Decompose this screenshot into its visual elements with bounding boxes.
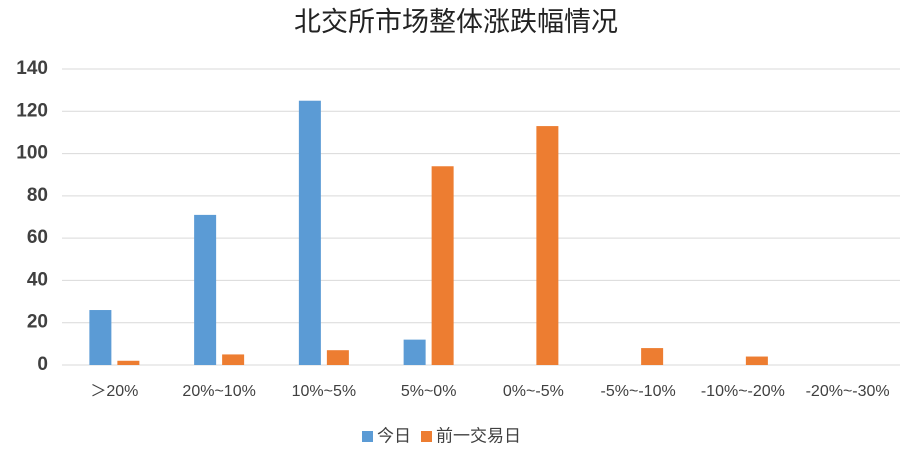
bar <box>536 126 559 365</box>
y-tick-label: 40 <box>27 269 48 290</box>
bar <box>298 100 321 365</box>
x-tick-label: 5%~0% <box>401 383 457 400</box>
legend-label: 前一交易日 <box>436 426 521 445</box>
x-tick-label: -5%~-10% <box>601 383 676 400</box>
bar <box>641 348 664 365</box>
bar <box>89 310 112 365</box>
bar <box>403 339 426 365</box>
chart-title: 北交所市场整体涨跌幅情况 <box>294 7 618 37</box>
bar <box>117 360 140 365</box>
x-tick-label: 10%~5% <box>292 383 357 400</box>
y-tick-label: 100 <box>16 143 48 164</box>
x-tick-label: 20%~10% <box>182 383 255 400</box>
bar <box>222 354 245 365</box>
legend-swatch <box>421 431 432 442</box>
x-tick-label: 0%~-5% <box>503 383 564 400</box>
x-tick-label: -10%~-20% <box>701 383 785 400</box>
bar <box>745 356 768 365</box>
x-tick-label: -20%~-30% <box>806 383 890 400</box>
y-tick-label: 120 <box>16 100 48 121</box>
x-tick-label: ＞20% <box>90 383 138 400</box>
y-tick-label: 60 <box>27 227 48 248</box>
y-tick-label: 20 <box>27 312 48 333</box>
y-tick-label: 140 <box>16 58 48 79</box>
bar <box>431 166 454 365</box>
bar <box>194 214 217 365</box>
y-tick-label: 80 <box>27 185 48 206</box>
legend-label: 今日 <box>377 426 411 445</box>
bar <box>326 350 349 365</box>
legend-swatch <box>362 431 373 442</box>
y-tick-label: 0 <box>37 354 48 375</box>
